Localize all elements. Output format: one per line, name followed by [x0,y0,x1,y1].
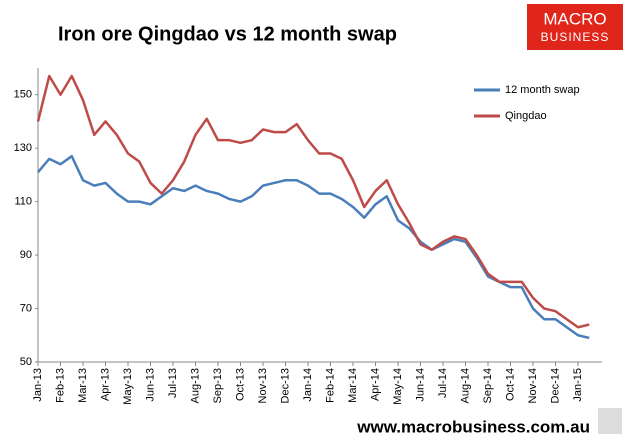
x-tick-label: Feb-14 [324,368,336,403]
y-tick-label: 70 [20,302,32,314]
x-tick-label: Jun-14 [414,368,426,402]
x-tick-label: Aug-14 [459,368,471,403]
x-tick-label: Mar-14 [347,368,359,403]
legend-label: Qingdao [505,110,547,122]
y-tick-label: 50 [20,356,32,368]
x-tick-label: Nov-14 [527,368,539,403]
x-tick-label: Apr-14 [369,368,381,401]
x-tick-label: Aug-13 [189,368,201,403]
x-tick-label: Oct-14 [504,368,516,401]
x-tick-label: Apr-13 [99,368,111,401]
series-line [36,74,590,329]
x-tick-label: Oct-13 [234,368,246,401]
x-tick-label: Dec-13 [279,368,291,403]
x-tick-label: Jul-13 [167,368,179,398]
x-tick-label: Nov-13 [257,368,269,403]
logo-text: MACRO [543,9,606,28]
x-tick-label: Jan-13 [32,368,44,402]
x-tick-label: Jul-14 [437,368,449,398]
y-tick-label: 150 [14,89,32,101]
chart-title: Iron ore Qingdao vs 12 month swap [58,23,397,45]
x-tick-label: Jan-14 [302,368,314,402]
series-line [37,154,590,340]
y-tick-label: 110 [14,196,32,208]
x-tick-label: Jan-15 [572,368,584,402]
x-tick-label: Sep-13 [212,368,224,403]
x-tick-label: Sep-14 [482,368,494,403]
y-tick-label: 90 [20,249,32,261]
wolf-icon [598,408,622,434]
x-tick-label: Dec-14 [549,368,561,403]
logo-text: BUSINESS [541,30,610,44]
x-tick-label: May-14 [392,368,404,405]
footer: www.macrobusiness.com.au [356,417,590,436]
logo-box [527,4,623,50]
x-tick-label: May-13 [122,368,134,405]
x-tick-label: Jun-13 [144,368,156,402]
legend-label: 12 month swap [505,84,580,96]
x-tick-label: Mar-13 [77,368,89,403]
x-tick-label: Feb-13 [54,368,66,403]
y-tick-label: 130 [14,142,32,154]
